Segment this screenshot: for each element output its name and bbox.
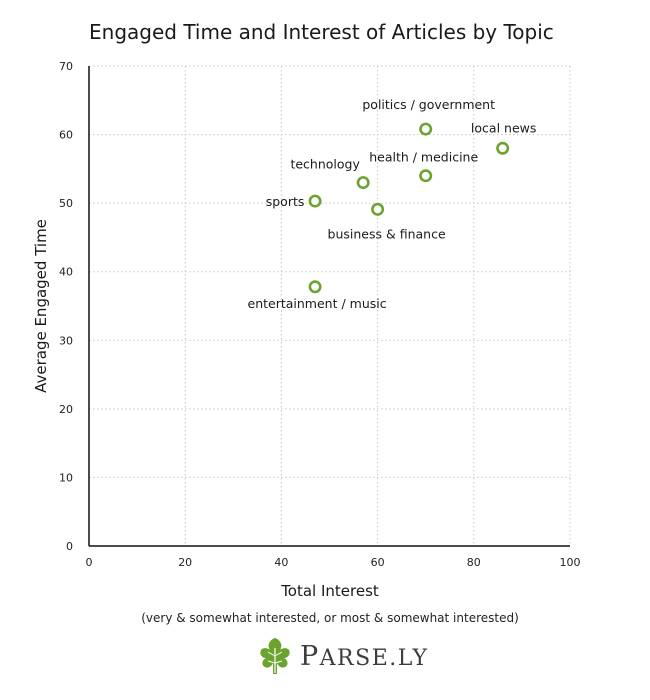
brand-logo: PARSE.LY: [258, 636, 428, 676]
x-tick-label: 20: [178, 556, 192, 569]
y-tick-label: 10: [59, 471, 73, 484]
chart-title: Engaged Time and Interest of Articles by…: [89, 20, 554, 44]
data-point: [308, 280, 322, 294]
x-tick-label: 0: [86, 556, 93, 569]
point-label: technology: [290, 157, 360, 172]
brand-name-rest: ARSE.LY: [319, 645, 429, 671]
data-point: [419, 122, 433, 136]
x-tick-label: 80: [467, 556, 481, 569]
y-tick-label: 0: [66, 540, 73, 553]
data-point: [496, 141, 510, 155]
x-tick-label: 100: [560, 556, 581, 569]
y-axis-label: Average Engaged Time: [32, 219, 50, 393]
y-tick-label: 60: [59, 129, 73, 142]
brand-name-initial: P: [300, 640, 320, 672]
data-point: [371, 202, 385, 216]
grid-lines: [89, 65, 571, 546]
point-label: entertainment / music: [248, 296, 387, 311]
x-tick-label: 40: [274, 556, 288, 569]
y-tick-label: 40: [59, 266, 73, 279]
point-label: local news: [471, 120, 536, 135]
point-label: business & finance: [328, 226, 446, 241]
point-labels: politics / government local news health / …: [248, 97, 537, 311]
data-point: [419, 169, 433, 183]
chart-subtitle: (very & somewhat interested, or most & s…: [141, 611, 519, 625]
data-point: [356, 176, 370, 190]
y-tick-label: 50: [59, 197, 73, 210]
y-tick-label: 30: [59, 334, 73, 347]
point-label: sports: [266, 194, 305, 209]
parsley-leaf-icon: [260, 638, 290, 674]
data-point: [308, 194, 322, 208]
data-points: [308, 122, 510, 294]
x-axis-label: Total Interest: [281, 582, 379, 600]
point-label: health / medicine: [369, 150, 478, 165]
tick-labels: 0 10 20 30 40 50 60 70 0 20 40 60 80 100: [59, 60, 581, 569]
scatter-chart: 0 10 20 30 40 50 60 70 0 20 40 60 80 100 politics / g…: [32, 60, 581, 569]
point-label: politics / government: [362, 97, 495, 112]
axes: [88, 66, 570, 547]
y-tick-label: 70: [59, 60, 73, 73]
brand-name: PARSE.LY: [300, 641, 428, 672]
x-tick-label: 60: [371, 556, 385, 569]
y-tick-label: 20: [59, 403, 73, 416]
